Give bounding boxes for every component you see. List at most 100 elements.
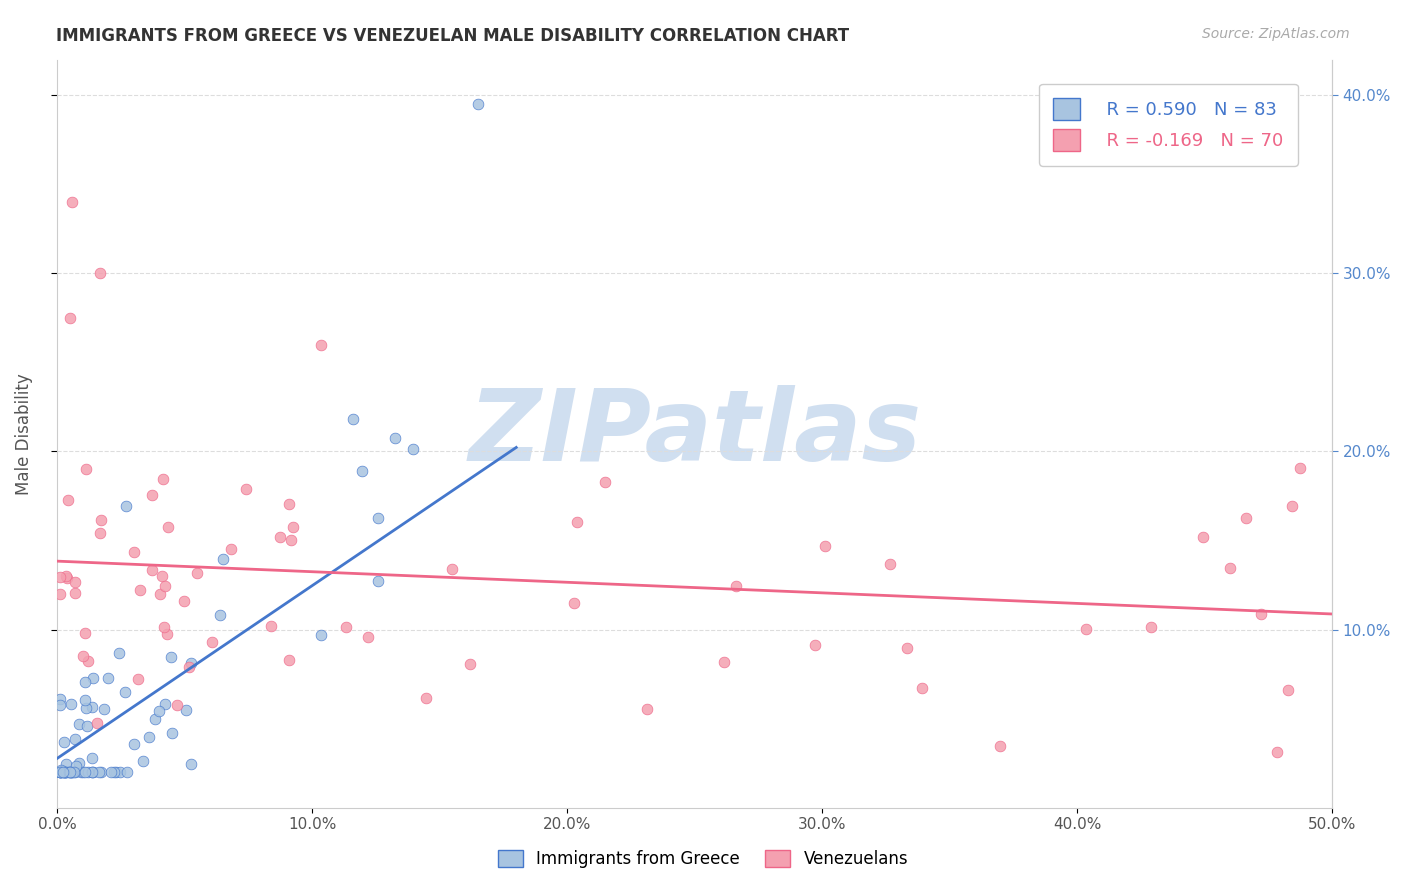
Immigrants from Greece [162,726,184,740]
Immigrants from Greece [90,765,112,780]
Venezuelans [593,475,616,489]
Venezuelans [278,653,301,667]
Immigrants from Greece [51,765,73,780]
Venezuelans [1288,460,1310,475]
Immigrants from Greece [76,718,98,732]
Immigrants from Greece [69,765,91,780]
Immigrants from Greece [143,713,166,727]
Immigrants from Greece [82,671,104,685]
Venezuelans [725,579,748,593]
Immigrants from Greece [73,765,96,780]
Venezuelans [814,540,837,554]
Text: Source: ZipAtlas.com: Source: ZipAtlas.com [1202,27,1350,41]
Immigrants from Greece [122,737,145,751]
Venezuelans [56,571,79,585]
Immigrants from Greece [114,499,136,513]
Immigrants from Greece [65,765,87,780]
Immigrants from Greece [100,765,122,780]
Immigrants from Greece [367,511,389,525]
Venezuelans [458,657,481,671]
Immigrants from Greece [59,765,82,780]
Immigrants from Greece [87,765,110,780]
Immigrants from Greece [342,412,364,426]
Immigrants from Greece [65,759,87,773]
Immigrants from Greece [55,765,77,780]
Immigrants from Greece [367,574,389,589]
Venezuelans [1191,530,1213,544]
Immigrants from Greece [132,754,155,768]
Immigrants from Greece [49,765,72,780]
Legend:   R = 0.590   N = 83,   R = -0.169   N = 70: R = 0.590 N = 83, R = -0.169 N = 70 [1039,84,1298,166]
Venezuelans [186,566,208,581]
Immigrants from Greece [180,756,202,771]
Venezuelans [1281,500,1303,514]
Immigrants from Greece [60,698,83,712]
Venezuelans [1277,682,1299,697]
Immigrants from Greece [105,765,128,780]
Immigrants from Greece [60,765,83,780]
Immigrants from Greece [55,757,77,772]
Immigrants from Greece [49,765,72,780]
Immigrants from Greece [309,628,332,642]
Venezuelans [911,681,934,696]
Venezuelans [201,635,224,649]
Venezuelans [141,488,163,502]
Immigrants from Greece [180,656,202,670]
Immigrants from Greece [60,765,83,780]
Venezuelans [1265,745,1288,759]
Venezuelans [148,587,170,601]
Immigrants from Greece [103,765,125,780]
Venezuelans [1219,561,1241,575]
Immigrants from Greece [212,552,235,566]
Venezuelans [89,266,111,280]
Text: IMMIGRANTS FROM GREECE VS VENEZUELAN MALE DISABILITY CORRELATION CHART: IMMIGRANTS FROM GREECE VS VENEZUELAN MAL… [56,27,849,45]
Immigrants from Greece [49,691,72,706]
Venezuelans [150,569,173,583]
Immigrants from Greece [402,442,425,456]
Immigrants from Greece [58,765,80,780]
Immigrants from Greece [63,731,86,746]
Venezuelans [567,515,589,529]
Immigrants from Greece [59,765,82,780]
Venezuelans [896,640,918,655]
Venezuelans [65,586,87,600]
Immigrants from Greece [52,765,75,780]
Venezuelans [58,492,80,507]
Immigrants from Greece [80,751,103,765]
Immigrants from Greece [110,765,132,780]
Venezuelans [280,533,302,547]
Immigrants from Greece [53,765,76,780]
Venezuelans [49,586,72,600]
Venezuelans [988,739,1011,754]
Venezuelans [152,472,174,486]
Immigrants from Greece [69,756,91,770]
Y-axis label: Male Disability: Male Disability [15,373,32,494]
Venezuelans [335,620,357,634]
Immigrants from Greece [75,700,97,714]
Venezuelans [157,520,180,534]
Venezuelans [72,648,94,663]
Immigrants from Greece [76,765,98,780]
Venezuelans [713,656,735,670]
Immigrants from Greece [108,646,131,660]
Immigrants from Greece [52,765,75,780]
Venezuelans [129,583,152,598]
Immigrants from Greece [153,697,176,711]
Immigrants from Greece [73,693,96,707]
Venezuelans [49,570,72,584]
Venezuelans [1250,607,1272,621]
Venezuelans [141,563,163,577]
Venezuelans [156,627,179,641]
Venezuelans [260,619,283,633]
Immigrants from Greece [350,464,373,478]
Venezuelans [1234,511,1257,525]
Text: ZIPatlas: ZIPatlas [468,385,921,483]
Venezuelans [76,654,98,668]
Immigrants from Greece [49,765,72,780]
Venezuelans [122,545,145,559]
Venezuelans [73,626,96,640]
Immigrants from Greece [160,650,183,665]
Venezuelans [357,630,380,644]
Venezuelans [1076,622,1098,636]
Immigrants from Greece [82,699,104,714]
